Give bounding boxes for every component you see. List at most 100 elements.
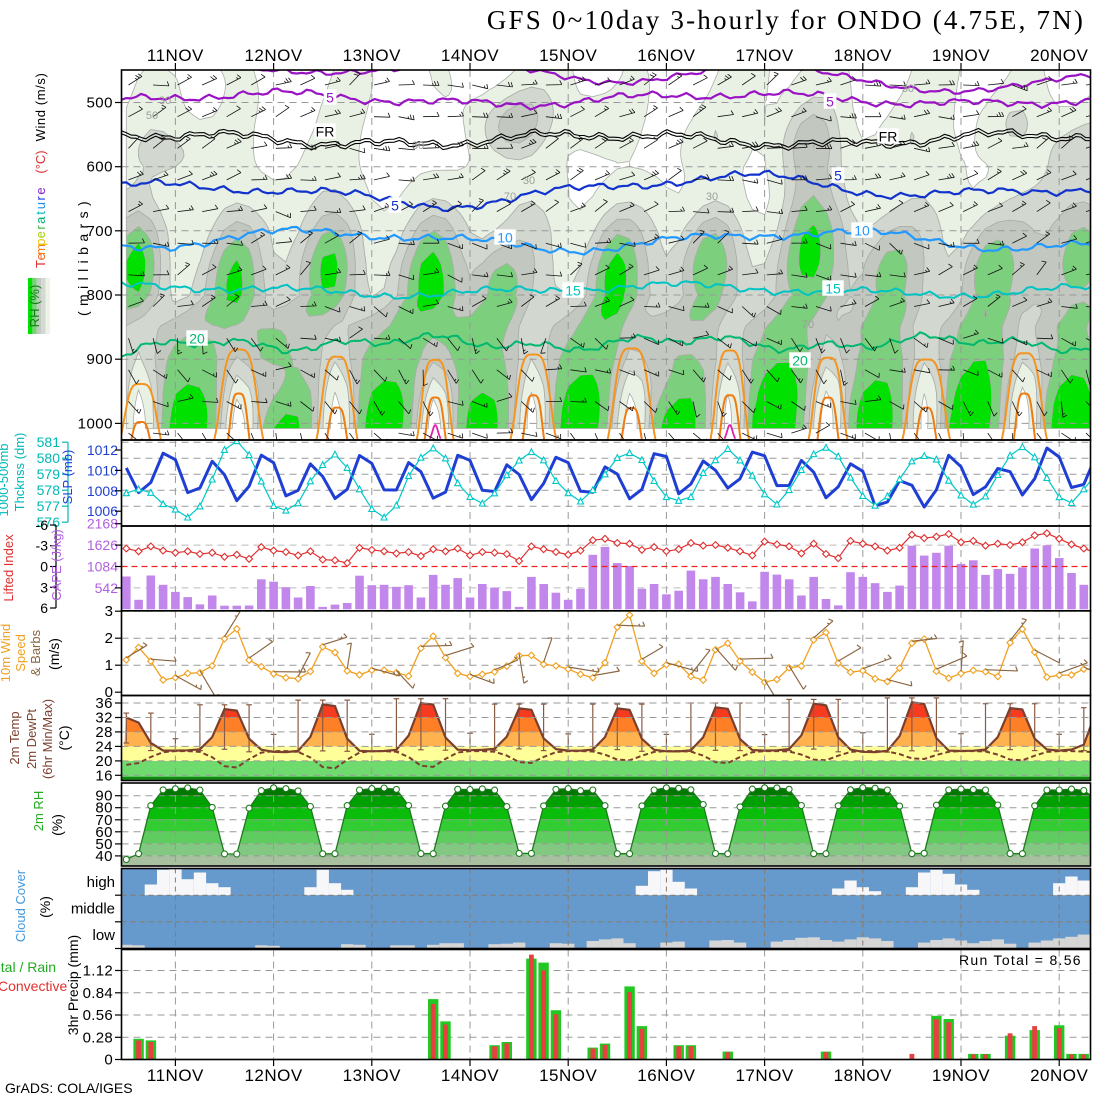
svg-text:2168: 2168 xyxy=(87,516,118,532)
svg-text:0: 0 xyxy=(105,684,113,701)
svg-text:11NOV: 11NOV xyxy=(147,46,204,65)
svg-text:20: 20 xyxy=(95,753,113,770)
svg-text:e: e xyxy=(33,187,48,194)
svg-text:12NOV: 12NOV xyxy=(244,46,302,65)
svg-text:15: 15 xyxy=(825,280,841,296)
svg-text:10m Wind: 10m Wind xyxy=(0,624,13,683)
svg-text:5: 5 xyxy=(391,197,399,213)
svg-text:0.84: 0.84 xyxy=(83,985,113,1002)
svg-text:e: e xyxy=(33,231,48,238)
svg-text:FR: FR xyxy=(316,123,335,139)
svg-text:24: 24 xyxy=(95,738,113,755)
svg-text:15NOV: 15NOV xyxy=(539,46,597,65)
svg-text:1: 1 xyxy=(105,657,113,674)
svg-text:70: 70 xyxy=(802,319,814,331)
svg-text:10: 10 xyxy=(854,222,870,238)
svg-text:(6hr Min/Max): (6hr Min/Max) xyxy=(40,699,55,779)
svg-text:30: 30 xyxy=(523,175,535,187)
svg-text:-3: -3 xyxy=(36,538,49,554)
svg-text:90: 90 xyxy=(95,788,113,805)
svg-text:600: 600 xyxy=(86,159,113,176)
svg-text:& Barbs: & Barbs xyxy=(28,629,43,676)
svg-text:20: 20 xyxy=(792,352,808,368)
svg-text:18NOV: 18NOV xyxy=(834,1066,892,1085)
svg-text:0.28: 0.28 xyxy=(83,1029,113,1046)
svg-text:1006: 1006 xyxy=(87,503,118,519)
svg-text:Speed: Speed xyxy=(13,634,28,672)
svg-text:FR: FR xyxy=(879,128,898,144)
svg-text:2m Temp: 2m Temp xyxy=(7,711,22,764)
svg-text:1626: 1626 xyxy=(87,537,118,553)
svg-text:r: r xyxy=(33,225,48,230)
svg-text:50: 50 xyxy=(146,110,158,122)
svg-text:6: 6 xyxy=(40,600,48,616)
svg-text:1000: 1000 xyxy=(78,415,113,432)
svg-text:19NOV: 19NOV xyxy=(932,46,990,65)
svg-text:1084: 1084 xyxy=(87,559,118,575)
svg-text:15: 15 xyxy=(565,282,581,298)
svg-text:30: 30 xyxy=(159,95,171,107)
svg-text:576: 576 xyxy=(37,514,61,530)
svg-text:Total / Rain: Total / Rain xyxy=(0,959,56,975)
svg-text:Convective: Convective xyxy=(0,978,67,994)
svg-text:581: 581 xyxy=(37,434,61,450)
svg-text:16: 16 xyxy=(95,767,113,784)
svg-text:28: 28 xyxy=(95,724,113,741)
svg-text:32: 32 xyxy=(95,710,113,727)
svg-text:GrADS: COLA/IGES: GrADS: COLA/IGES xyxy=(5,1080,133,1096)
svg-text:80: 80 xyxy=(95,800,113,817)
svg-text:14NOV: 14NOV xyxy=(441,46,499,65)
svg-text:(%): (%) xyxy=(37,896,53,918)
svg-text:18NOV: 18NOV xyxy=(834,46,892,65)
svg-text:r: r xyxy=(33,195,48,200)
svg-text:middle: middle xyxy=(71,901,115,918)
svg-text:SLP (mb): SLP (mb) xyxy=(60,450,75,505)
svg-text:70: 70 xyxy=(504,191,516,203)
svg-text:Wind (m/s): Wind (m/s) xyxy=(33,73,48,142)
svg-text:40: 40 xyxy=(95,848,113,865)
svg-text:16NOV: 16NOV xyxy=(637,46,695,65)
svg-text:Thcknss (dm): Thcknss (dm) xyxy=(12,433,27,512)
svg-text:13NOV: 13NOV xyxy=(343,1066,401,1085)
svg-text:RH (%): RH (%) xyxy=(27,285,42,328)
svg-text:700: 700 xyxy=(86,223,113,240)
svg-text:(%): (%) xyxy=(49,814,65,836)
svg-text:Run Total = 8.56: Run Total = 8.56 xyxy=(959,952,1082,968)
svg-text:3: 3 xyxy=(40,579,48,595)
svg-text:0.56: 0.56 xyxy=(83,1007,113,1024)
svg-text:a: a xyxy=(33,216,48,224)
svg-text:Cloud Cover: Cloud Cover xyxy=(13,869,28,942)
svg-text:70: 70 xyxy=(95,812,113,829)
svg-text:2m RH: 2m RH xyxy=(31,791,46,831)
svg-text:(millibars): (millibars) xyxy=(75,196,91,316)
svg-text:e: e xyxy=(33,253,48,260)
svg-text:(°C): (°C) xyxy=(56,725,72,750)
svg-text:580: 580 xyxy=(37,450,61,466)
svg-text:30: 30 xyxy=(902,83,914,95)
svg-text:3: 3 xyxy=(105,603,113,620)
svg-text:900: 900 xyxy=(86,351,113,368)
svg-text:578: 578 xyxy=(37,482,61,498)
svg-text:t: t xyxy=(33,211,48,215)
svg-text:T: T xyxy=(33,260,48,268)
svg-text:19NOV: 19NOV xyxy=(932,1066,990,1085)
svg-text:11NOV: 11NOV xyxy=(147,1066,204,1085)
svg-text:m: m xyxy=(33,244,48,255)
svg-text:15NOV: 15NOV xyxy=(539,1066,597,1085)
svg-text:14NOV: 14NOV xyxy=(441,1066,499,1085)
svg-text:16NOV: 16NOV xyxy=(637,1066,695,1085)
svg-text:0: 0 xyxy=(104,1052,113,1069)
svg-text:20NOV: 20NOV xyxy=(1030,1066,1088,1085)
svg-text:800: 800 xyxy=(86,287,113,304)
svg-text:5: 5 xyxy=(834,167,842,183)
svg-text:2m DewPt: 2m DewPt xyxy=(24,709,39,769)
svg-text:p: p xyxy=(33,238,48,245)
svg-text:60: 60 xyxy=(95,824,113,841)
svg-text:1.12: 1.12 xyxy=(83,963,113,980)
svg-text:30: 30 xyxy=(412,140,424,152)
svg-text:Lifted Index: Lifted Index xyxy=(1,534,16,602)
svg-text:1012: 1012 xyxy=(87,442,118,458)
svg-text:13NOV: 13NOV xyxy=(343,46,401,65)
svg-text:577: 577 xyxy=(37,498,61,514)
svg-text:GFS 0~10day 3-hourly for ONDO: GFS 0~10day 3-hourly for ONDO (4.75E, 7N… xyxy=(487,5,1085,35)
